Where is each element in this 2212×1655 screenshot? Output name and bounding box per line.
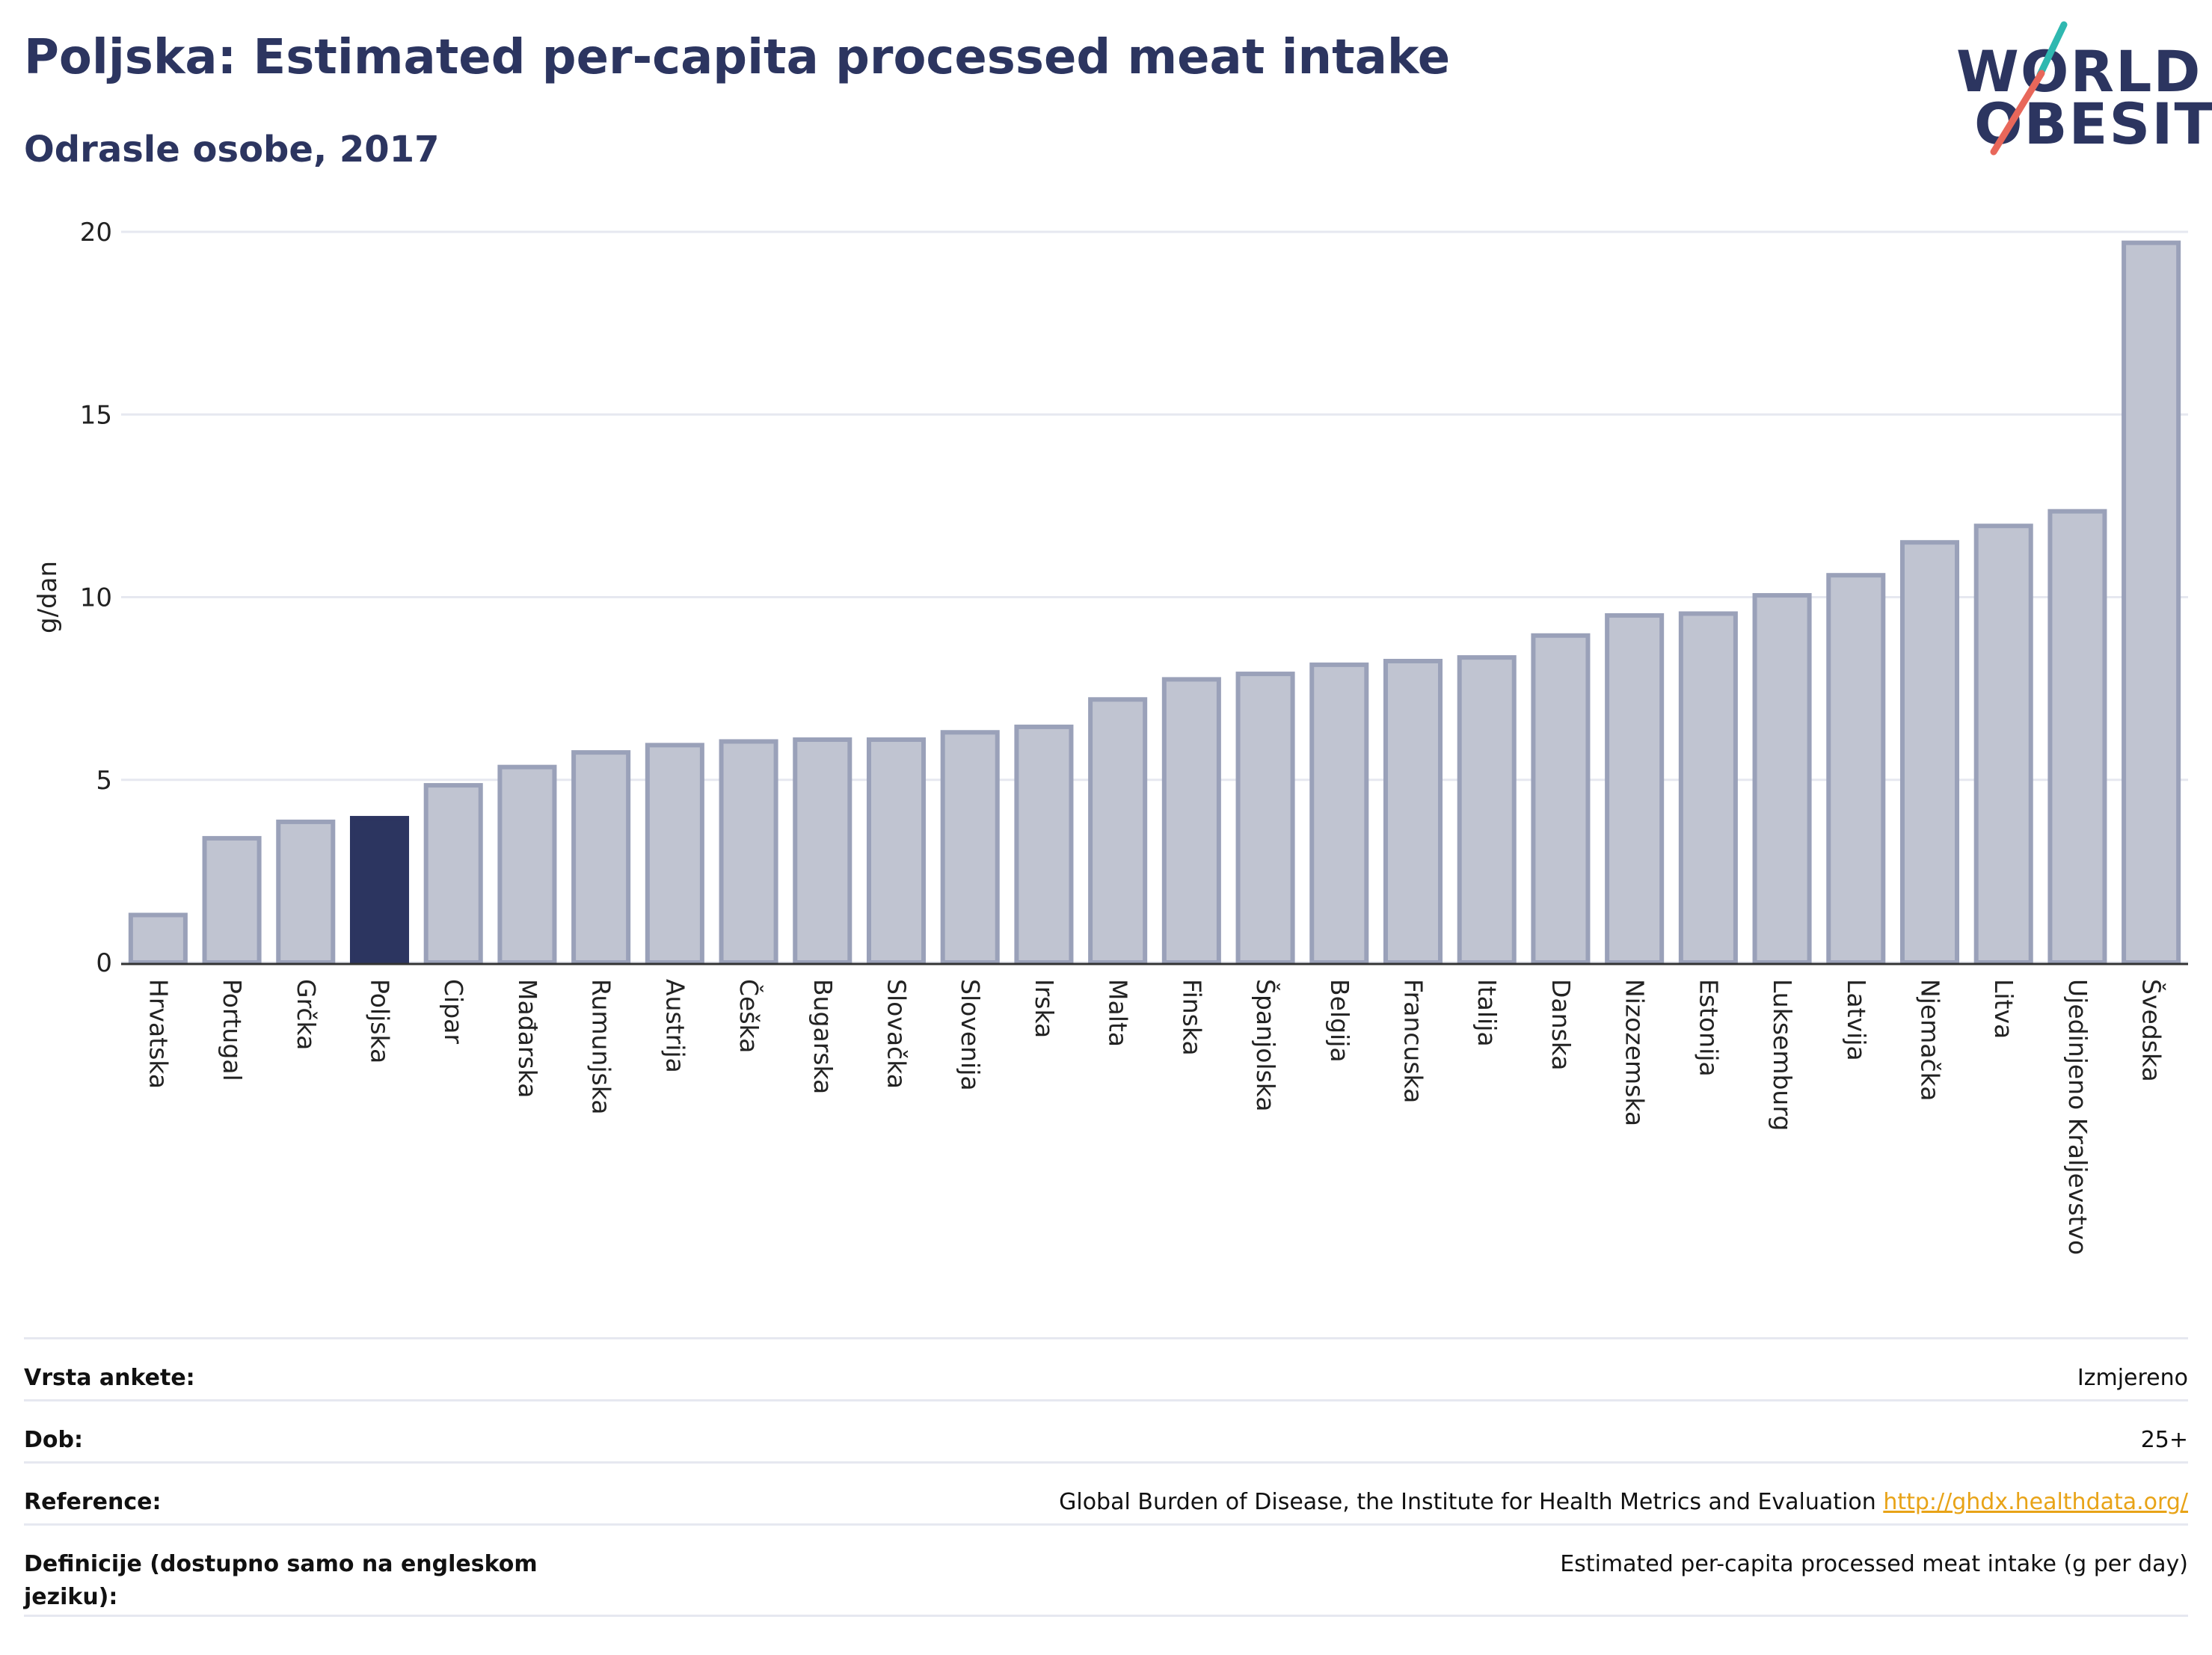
x-tick-label: Nizozemska (1620, 979, 1650, 1126)
bar-poljska (349, 816, 410, 965)
survey-type-value: Izmjereno (2077, 1365, 2188, 1391)
bar-malta (1088, 697, 1148, 965)
age-label: Dob: (24, 1427, 83, 1453)
x-tick-label: Hrvatska (144, 979, 173, 1089)
x-tick-label: Finska (1177, 979, 1206, 1056)
x-tick-label: Bugarska (808, 979, 838, 1094)
bar-chart: 0 5 10 15 20 g/dan Hrvatska Portugal Grčka Polj… (33, 218, 2188, 1255)
x-tick-label: Mađarska (513, 979, 542, 1098)
x-tick-label: Francuska (1399, 979, 1428, 1103)
chart-title: Poljska: Estimated per-capita processed … (24, 30, 1451, 85)
bar-cipar (423, 783, 483, 965)
x-tick-label: Grčka (292, 979, 321, 1050)
x-tick-label: Cipar (439, 979, 468, 1044)
bar-rumunjska (571, 750, 631, 965)
bar-švedska (2122, 240, 2181, 965)
reference-label: Reference: (24, 1489, 162, 1515)
x-tick-label: Slovenija (956, 979, 985, 1091)
bar-litva (1973, 523, 2033, 965)
x-tick-label: Portugal (218, 979, 247, 1081)
bar-irska (1014, 724, 1074, 965)
bar-češka (719, 739, 778, 965)
y-axis-label: g/dan (33, 561, 63, 633)
definition-value: Estimated per-capita processed meat inta… (1560, 1551, 2188, 1577)
y-tick-label: 20 (80, 218, 112, 248)
bar-grčka (276, 819, 336, 965)
info-row-age: Dob: 25+ (24, 1399, 2188, 1461)
x-tick-label: Latvija (1842, 979, 1871, 1061)
info-table: Vrsta ankete: Izmjereno Dob: 25+ Referen… (24, 1337, 2188, 1617)
bar-austrija (645, 743, 704, 965)
bar-latvija (1826, 573, 1886, 965)
logo-slash-icon (1990, 21, 2068, 156)
reference-value-wrap: Global Burden of Disease, the Institute … (1059, 1486, 2188, 1519)
y-tick-label: 5 (96, 766, 112, 796)
x-tick-label: Poljska (366, 979, 395, 1063)
bar-mađarska (497, 764, 557, 965)
reference-value: Global Burden of Disease, the Institute … (1059, 1489, 1876, 1515)
x-tick-label: Austrija (660, 979, 689, 1073)
info-row-reference: Reference: Global Burden of Disease, the… (24, 1461, 2188, 1523)
world-obesity-logo: WORLD OBESITY (1944, 21, 2212, 163)
bar-ujedinjeno-kraljevstvo (2047, 509, 2107, 965)
bar-portugal (202, 835, 262, 965)
info-row-survey: Vrsta ankete: Izmjereno (24, 1337, 2188, 1399)
x-tick-label: Njemačka (1916, 979, 1945, 1101)
x-tick-label: Švedska (2137, 979, 2167, 1082)
age-value: 25+ (2140, 1427, 2188, 1453)
bars (128, 240, 2181, 965)
x-axis-ticks: Hrvatska Portugal Grčka Poljska Cipar Mađarsk… (144, 979, 2166, 1255)
info-row-definition: Definicije (dostupno samo na engleskom j… (24, 1523, 2188, 1617)
bar-hrvatska (128, 912, 188, 965)
bar-finska (1161, 677, 1221, 965)
x-tick-label: Češka (734, 979, 764, 1053)
x-tick-label: Irska (1030, 979, 1059, 1038)
x-tick-label: Italija (1472, 979, 1502, 1047)
x-tick-label: Litva (1989, 979, 2018, 1039)
bar-njemačka (1899, 540, 1960, 965)
logo-text-world: WORLD (1956, 38, 2202, 105)
chart-subtitle: Odrasle osobe, 2017 (24, 129, 440, 171)
reference-link[interactable]: http://ghdx.healthdata.org/ (1883, 1489, 2188, 1515)
y-tick-label: 15 (80, 400, 112, 430)
x-tick-label: Rumunjska (587, 979, 616, 1114)
y-tick-label: 10 (80, 583, 112, 613)
bar-danska (1531, 633, 1591, 965)
x-tick-label: Slovačka (882, 979, 912, 1089)
definition-label: Definicije (dostupno samo na engleskom j… (24, 1551, 538, 1610)
bar-španjolska (1235, 672, 1295, 965)
bar-italija (1457, 655, 1517, 965)
x-tick-label: Ujedinjeno Kraljevstvo (2063, 979, 2092, 1255)
x-tick-label: Danska (1546, 979, 1576, 1071)
bar-francuska (1383, 658, 1443, 965)
x-tick-label: Luksemburg (1768, 979, 1797, 1131)
x-tick-label: Belgija (1325, 979, 1354, 1063)
bar-estonija (1678, 611, 1738, 965)
y-axis-ticks: 0 5 10 15 20 (80, 218, 112, 978)
bar-slovačka (866, 737, 927, 965)
x-tick-label: Estonija (1694, 979, 1723, 1077)
bar-belgija (1309, 662, 1369, 965)
x-tick-label: Malta (1104, 979, 1133, 1047)
x-tick-label: Španjolska (1251, 979, 1281, 1112)
bar-slovenija (940, 730, 1000, 965)
bar-bugarska (793, 737, 852, 965)
bar-nizozemska (1605, 612, 1665, 965)
y-tick-label: 0 (96, 948, 112, 978)
survey-type-label: Vrsta ankete: (24, 1365, 195, 1391)
bar-luksemburg (1752, 593, 1812, 965)
